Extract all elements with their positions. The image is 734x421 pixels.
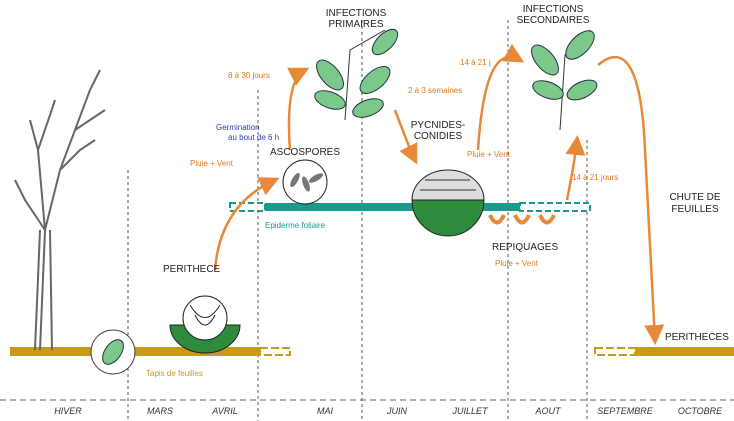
perithece-icon [170, 296, 240, 353]
label: ASCOSPORES [270, 147, 340, 158]
leaves-primary [312, 25, 402, 121]
label: PERITHECE [163, 264, 221, 275]
month-axis: HIVER MARS AVRIL MAI JUIN JUILLET AOUT SEPTEMBR… [54, 406, 723, 416]
month-label: AOUT [534, 406, 562, 416]
label: Pluie + Vent [190, 159, 234, 168]
label: PERITHECES [665, 332, 729, 343]
month-label: SEPTEMBRE [597, 406, 654, 416]
label: Pluie + Vent [495, 259, 539, 268]
label: 8 à 30 jours [228, 71, 270, 80]
disease-cycle: INFECTIONSPRIMAIRES INFECTIONSSECONDAIRE… [0, 0, 734, 421]
month-label: JUILLET [451, 406, 489, 416]
label: PYCNIDES-CONIDIES [411, 120, 465, 142]
pycnides-icon [412, 170, 484, 236]
repiquages-icon [490, 215, 554, 223]
month-label: OCTOBRE [678, 406, 723, 416]
month-label: MAI [317, 406, 334, 416]
label: Tapis de feuilles [146, 369, 203, 378]
label: REPIQUAGES [492, 242, 558, 253]
month-label: JUIN [386, 406, 408, 416]
label: 14 à 21 j [460, 58, 491, 67]
leaves-secondary [527, 26, 600, 130]
label: Pluie + Vent [467, 150, 511, 159]
month-label: MARS [147, 406, 173, 416]
month-label: HIVER [54, 406, 82, 416]
label: 14 à 21 jours [572, 173, 618, 182]
tree [15, 70, 105, 350]
month-label: AVRIL [211, 406, 238, 416]
label: 2 à 3 semaines [408, 86, 462, 95]
label: Epiderme foliaire [265, 221, 326, 230]
ascospores-icon [283, 160, 327, 204]
